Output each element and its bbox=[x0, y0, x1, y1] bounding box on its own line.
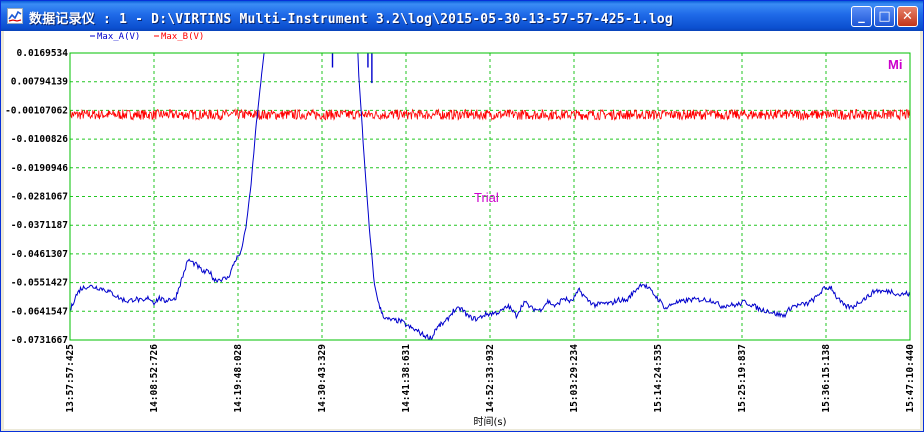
close-button[interactable]: ✕ bbox=[897, 6, 918, 27]
series-b-line bbox=[70, 108, 910, 122]
trial-watermark: Trial bbox=[474, 190, 499, 205]
y-tick-label: -0.0551427 bbox=[11, 278, 68, 289]
x-tick-label: 14:30:43:329 bbox=[317, 344, 328, 413]
x-tick-label: 14:08:52:726 bbox=[149, 344, 160, 413]
x-tick-label: 15:14:24:535 bbox=[653, 344, 664, 413]
x-axis-label: 时间(s) bbox=[473, 415, 506, 428]
y-tick-label: 0.00794139 bbox=[11, 77, 68, 88]
corner-watermark: Mi bbox=[888, 57, 902, 72]
y-tick-label: -0.00107062 bbox=[5, 105, 68, 116]
y-tick-label: -0.0731667 bbox=[11, 335, 68, 346]
maximize-button[interactable]: □ bbox=[874, 6, 895, 27]
x-tick-label: 15:47:10:440 bbox=[905, 344, 916, 413]
x-tick-label: 15:25:19:837 bbox=[737, 344, 748, 413]
y-tick-label: -0.0281067 bbox=[11, 192, 68, 203]
y-tick-label: -0.0190946 bbox=[11, 163, 68, 174]
y-tick-label: -0.0461307 bbox=[11, 249, 68, 260]
x-tick-label: 13:57:57:425 bbox=[65, 344, 76, 413]
y-tick-label: -0.0100826 bbox=[11, 134, 68, 145]
minimize-button[interactable]: _ bbox=[851, 6, 872, 27]
plot-frame bbox=[69, 52, 911, 341]
y-tick-label: -0.0641547 bbox=[11, 306, 68, 317]
x-tick-label: 15:36:15:138 bbox=[821, 344, 832, 413]
chart: 0.0169534 0.00794139 -0.00107062 -0.0100826… bbox=[5, 32, 916, 428]
series-a-line bbox=[70, 53, 910, 340]
x-tick-label: 14:41:38:631 bbox=[401, 344, 412, 413]
title-bar[interactable]: 数据记录仪 : 1 - D:\VIRTINS Multi-Instrument … bbox=[1, 1, 923, 31]
chart-area: 0.0169534 0.00794139 -0.00107062 -0.0100826… bbox=[4, 31, 920, 429]
y-tick-label: -0.0371187 bbox=[11, 220, 68, 231]
x-tick-label: 14:19:48:028 bbox=[233, 344, 244, 413]
x-tick-label: 15:03:29:234 bbox=[569, 344, 580, 413]
chart-app-icon bbox=[7, 8, 23, 24]
y-tick-label: 0.0169534 bbox=[17, 48, 69, 59]
x-tick-label: 14:52:33:932 bbox=[485, 344, 496, 413]
legend-series-a: Max_A(V) bbox=[97, 32, 140, 42]
window-title: 数据记录仪 : 1 - D:\VIRTINS Multi-Instrument … bbox=[29, 12, 673, 27]
legend-series-b: Max_B(V) bbox=[161, 32, 204, 42]
